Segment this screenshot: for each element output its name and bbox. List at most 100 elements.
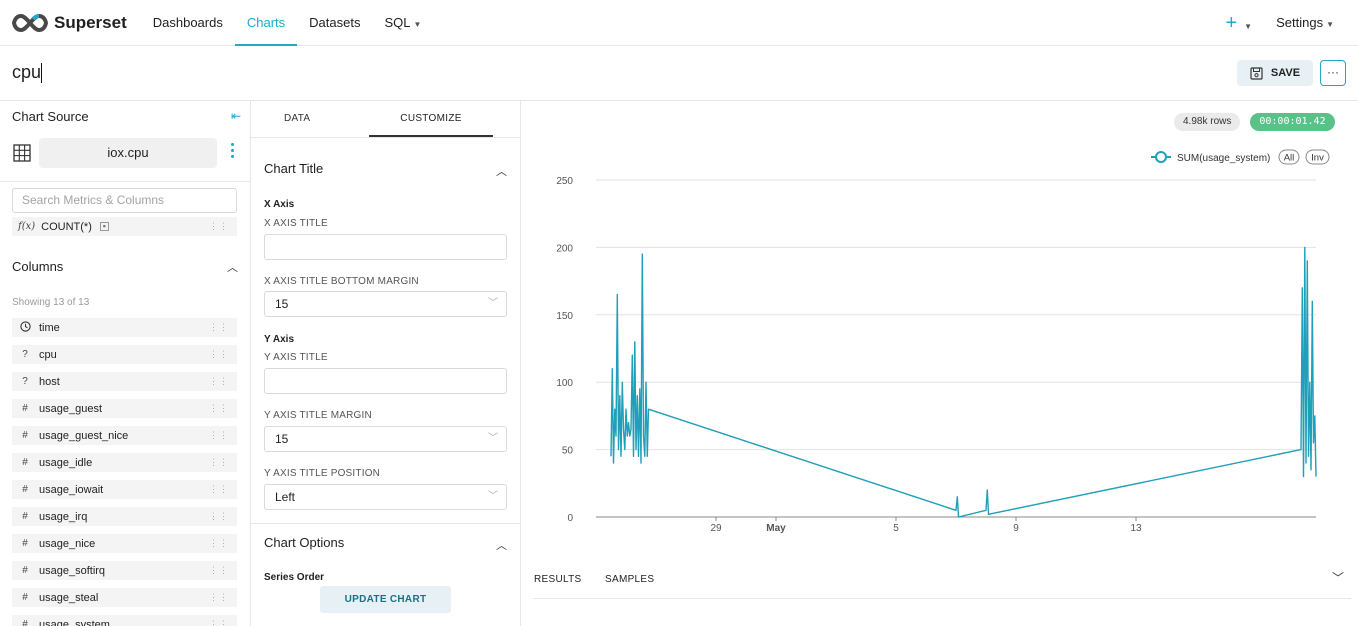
drag-handle-icon[interactable]: ⋮⋮	[209, 376, 229, 386]
drag-handle-icon[interactable]: ⋮⋮	[209, 403, 229, 413]
save-label: SAVE	[1270, 67, 1301, 79]
more-options-button[interactable]: ···	[1320, 60, 1346, 86]
columns-count: Showing 13 of 13	[12, 297, 90, 308]
column-name: usage_steal	[39, 591, 99, 604]
dataset-menu-icon[interactable]	[231, 143, 235, 163]
y-tick-label: 100	[556, 378, 573, 389]
x-tick-label: 13	[1130, 523, 1142, 534]
y-axis-title-input[interactable]	[264, 368, 507, 394]
column-item[interactable]: # usage_system ⋮⋮	[12, 615, 237, 626]
legend-toggle-button[interactable]	[1278, 149, 1300, 165]
column-item[interactable]: # usage_softirq ⋮⋮	[12, 561, 237, 580]
tab-samples[interactable]: SAMPLES	[605, 574, 655, 585]
chevron-up-icon[interactable]: ︿	[496, 540, 507, 552]
hash-icon: #	[22, 565, 28, 576]
hash-icon: #	[22, 511, 28, 522]
select-value: 15	[275, 432, 289, 446]
chart-title-section[interactable]: Chart Title	[264, 161, 324, 176]
column-name: usage_system	[39, 618, 110, 626]
x-axis-bottom-margin-select[interactable]: 15 ﹀	[264, 291, 507, 317]
metric-item[interactable]: f(x) COUNT(*) ▪ ⋮⋮	[12, 217, 237, 236]
drag-handle-icon[interactable]: ⋮⋮	[209, 322, 229, 332]
column-item[interactable]: time ⋮⋮	[12, 318, 237, 337]
update-chart-button[interactable]: UPDATE CHART	[320, 586, 451, 613]
tab-results[interactable]: RESULTS	[534, 574, 582, 585]
y-axis-position-select[interactable]: Left ﹀	[264, 484, 507, 510]
chart-header: cpu SAVE ···	[0, 46, 1358, 101]
new-menu[interactable]: + ▼	[1213, 0, 1264, 46]
column-item[interactable]: # usage_nice ⋮⋮	[12, 534, 237, 553]
nav-dashboards[interactable]: Dashboards	[152, 14, 223, 30]
nav-sql[interactable]: SQL ▼	[372, 0, 433, 46]
chevron-down-icon: ﹀	[488, 298, 498, 309]
legend-label: SUM(usage_system)	[1177, 153, 1270, 164]
plus-icon: +	[1225, 11, 1238, 34]
legend-toggle-label: All	[1284, 153, 1295, 164]
y-axis-title-label: Y AXIS TITLE	[264, 352, 328, 363]
chevron-down-icon[interactable]: ﹀	[1332, 571, 1345, 585]
drag-handle-icon[interactable]: ⋮⋮	[209, 511, 229, 521]
superset-logo[interactable]: Superset	[12, 13, 127, 33]
drag-handle-icon[interactable]: ⋮⋮	[209, 538, 229, 548]
nav-charts[interactable]: Charts	[234, 0, 298, 46]
metric-label: COUNT(*)	[41, 220, 92, 233]
column-item[interactable]: ? cpu ⋮⋮	[12, 345, 237, 364]
tab-customize[interactable]: CUSTOMIZE	[369, 101, 493, 137]
column-name: usage_irq	[39, 510, 88, 523]
column-item[interactable]: ? host ⋮⋮	[12, 372, 237, 391]
divider	[251, 523, 520, 524]
column-item[interactable]: # usage_guest ⋮⋮	[12, 399, 237, 418]
drag-handle-icon[interactable]: ⋮⋮	[209, 349, 229, 359]
y-axis-margin-label: Y AXIS TITLE MARGIN	[264, 410, 372, 421]
select-value: Left	[275, 490, 296, 504]
hash-icon: #	[22, 592, 28, 603]
caret-down-icon: ▼	[1244, 21, 1253, 31]
column-name: usage_iowait	[39, 483, 104, 496]
x-axis-title-input[interactable]	[264, 234, 507, 260]
legend-toggle-button[interactable]	[1305, 149, 1330, 165]
chart-options-section[interactable]: Chart Options	[264, 535, 345, 550]
column-item[interactable]: # usage_irq ⋮⋮	[12, 507, 237, 526]
drag-handle-icon[interactable]: ⋮⋮	[209, 457, 229, 467]
caret-down-icon: ▼	[1326, 19, 1334, 29]
column-name: usage_nice	[39, 537, 96, 550]
table-icon	[13, 144, 31, 162]
x-axis-bottom-margin-label: X AXIS TITLE BOTTOM MARGIN	[264, 276, 419, 287]
hash-icon: #	[22, 619, 28, 626]
chart-panel: 4.98k rows 00:00:01.42 0 50 100 150 200 250 29…	[521, 101, 1358, 626]
collapse-panel-icon[interactable]: ⇤	[231, 109, 242, 123]
drag-handle-icon[interactable]: ⋮⋮	[209, 619, 229, 626]
y-tick-label: 0	[567, 513, 573, 524]
row-count-badge: 4.98k rows	[1174, 113, 1241, 131]
drag-handle-icon[interactable]: ⋮⋮	[209, 430, 229, 440]
select-value: 15	[275, 297, 289, 311]
chart-name-input[interactable]: cpu	[12, 62, 43, 84]
hash-icon: #	[22, 403, 28, 414]
hash-icon: #	[22, 457, 28, 468]
y-axis-margin-select[interactable]: 15 ﹀	[264, 426, 507, 452]
x-tick-label: 9	[1013, 523, 1019, 534]
column-item[interactable]: # usage_steal ⋮⋮	[12, 588, 237, 607]
function-icon: f(x)	[18, 221, 36, 232]
search-metrics-input[interactable]: Search Metrics & Columns	[12, 188, 237, 213]
column-item[interactable]: # usage_iowait ⋮⋮	[12, 480, 237, 499]
drag-handle-icon[interactable]: ⋮⋮	[209, 221, 229, 231]
x-tick-label: 29	[710, 523, 722, 534]
column-item[interactable]: # usage_idle ⋮⋮	[12, 453, 237, 472]
save-button[interactable]: SAVE	[1237, 60, 1313, 86]
column-name: host	[39, 375, 60, 388]
settings-menu[interactable]: Settings ▼	[1264, 0, 1346, 46]
drag-handle-icon[interactable]: ⋮⋮	[209, 484, 229, 494]
y-tick-label: 250	[556, 176, 573, 187]
x-tick-label: May	[766, 523, 786, 534]
column-item[interactable]: # usage_guest_nice ⋮⋮	[12, 426, 237, 445]
nav-datasets[interactable]: Datasets	[309, 14, 361, 30]
chevron-up-icon[interactable]: ︿	[496, 166, 507, 178]
line-chart: 0 50 100 150 200 250 29 May 5 9 13 SUM(usage_system…	[556, 149, 1330, 534]
chevron-up-icon[interactable]: ︿	[227, 262, 238, 274]
dataset-name[interactable]: iox.cpu	[39, 138, 217, 168]
drag-handle-icon[interactable]: ⋮⋮	[209, 565, 229, 575]
question-icon: ?	[22, 376, 28, 387]
drag-handle-icon[interactable]: ⋮⋮	[209, 592, 229, 602]
tab-data[interactable]: DATA	[284, 113, 311, 124]
